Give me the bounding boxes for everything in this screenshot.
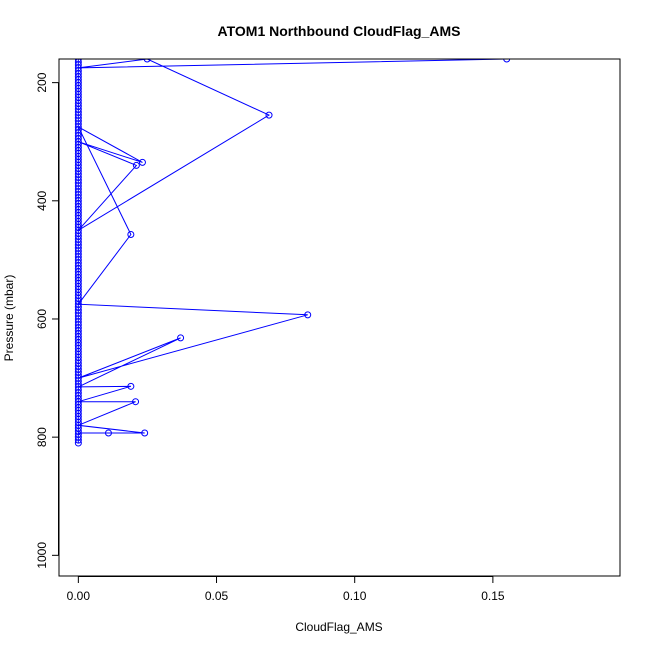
- data-point: [503, 59, 511, 63]
- data-point: [127, 230, 135, 238]
- data-point: [132, 398, 140, 406]
- y-tick-label: 200: [35, 72, 49, 92]
- x-tick-label: 0.10: [343, 589, 367, 603]
- data-point: [265, 111, 273, 119]
- data-point: [127, 382, 135, 390]
- series-points: [74, 59, 511, 447]
- plot-frame: [58, 58, 621, 577]
- x-tick-label: 0.00: [67, 589, 91, 603]
- data-point: [104, 429, 112, 437]
- y-axis-label: Pressure (mbar): [2, 275, 16, 362]
- data-point: [74, 436, 82, 444]
- x-axis: 0.00 0.05 0.10 0.15: [67, 576, 505, 603]
- y-tick-label: 800: [35, 427, 49, 447]
- data-point: [138, 158, 146, 166]
- data-point: [132, 161, 140, 169]
- data-point: [143, 59, 151, 63]
- y-tick-label: 400: [35, 190, 49, 210]
- y-axis: 200 400 600 800 1000: [35, 72, 59, 569]
- y-tick-label: 600: [35, 309, 49, 329]
- y-tick-label: 1000: [35, 542, 49, 569]
- x-tick-label: 0.05: [205, 589, 229, 603]
- series-lines: [76, 59, 507, 444]
- chart-title: ATOM1 Northbound CloudFlag_AMS: [218, 23, 461, 39]
- x-tick-label: 0.15: [481, 589, 505, 603]
- data-point: [177, 334, 185, 342]
- data-point: [304, 311, 312, 319]
- data-point: [74, 439, 82, 447]
- x-axis-label: CloudFlag_AMS: [295, 620, 382, 634]
- data-point: [141, 429, 149, 437]
- series-line: [76, 59, 507, 434]
